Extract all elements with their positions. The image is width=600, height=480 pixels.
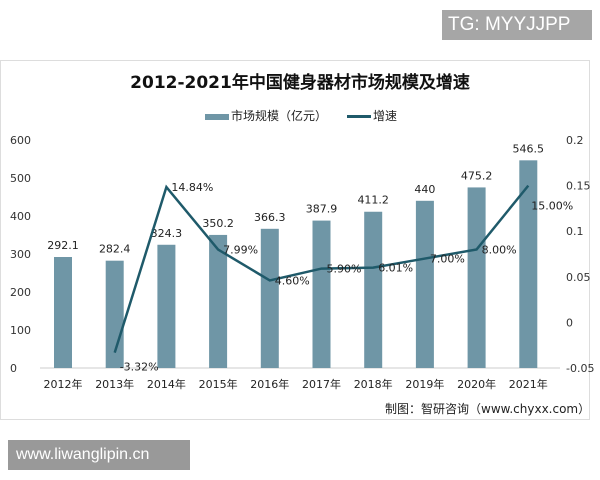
x-tick-label: 2021年 <box>509 377 548 391</box>
bar-label: 282.4 <box>99 243 131 256</box>
legend-bar-label: 市场规模（亿元） <box>231 109 328 123</box>
bar-label: 324.3 <box>151 227 183 240</box>
right-tick-label: 0.15 <box>566 180 591 193</box>
bar-label: 546.5 <box>513 142 545 155</box>
x-tick-label: 2020年 <box>457 377 496 391</box>
bar <box>364 211 383 368</box>
left-tick-label: 500 <box>10 172 31 185</box>
x-tick-label: 2017年 <box>302 377 341 391</box>
bar-label: 411.2 <box>357 194 389 207</box>
line-label: 6.01% <box>378 262 413 275</box>
x-tick-label: 2013年 <box>95 377 134 391</box>
bar <box>467 187 486 368</box>
line-label: 5.90% <box>327 263 362 276</box>
left-tick-label: 300 <box>10 248 31 261</box>
left-tick-label: 200 <box>10 286 31 299</box>
x-tick-label: 2019年 <box>405 377 444 391</box>
left-tick-label: 600 <box>10 134 31 147</box>
line-label: 7.99% <box>223 244 258 257</box>
bar-label: 387.9 <box>306 203 338 216</box>
bar-label: 292.1 <box>47 239 79 252</box>
bar-label: 350.2 <box>202 217 234 230</box>
left-tick-label: 100 <box>10 324 31 337</box>
bar <box>519 160 538 368</box>
line-label: 7.00% <box>430 253 465 266</box>
line-label: 4.60% <box>275 274 310 287</box>
line-label: -3.32% <box>120 361 159 374</box>
x-tick-label: 2012年 <box>44 377 83 391</box>
bar <box>312 220 331 368</box>
right-tick-label: 0 <box>566 316 573 329</box>
line-label: 14.84% <box>171 181 213 194</box>
x-tick-label: 2018年 <box>354 377 393 391</box>
bar-label: 475.2 <box>461 169 493 182</box>
bar <box>260 228 279 368</box>
tg-watermark: TG: MYYJJPP <box>442 10 592 40</box>
source-note: 制图：智研咨询（www.chyxx.com） <box>385 402 591 416</box>
right-tick-label: -0.05 <box>566 362 594 375</box>
line-label: 15.00% <box>531 200 573 213</box>
left-tick-label: 400 <box>10 210 31 223</box>
legend-bar-swatch <box>205 113 229 120</box>
right-tick-label: 0.1 <box>566 225 584 238</box>
bar <box>209 234 228 368</box>
bar-label: 366.3 <box>254 211 286 224</box>
line-label: 8.00% <box>482 243 517 256</box>
legend-line-label: 增速 <box>373 109 398 123</box>
bar <box>157 244 176 368</box>
legend-line: 增速 <box>347 107 397 124</box>
legend-bar: 市场规模（亿元） <box>205 107 327 124</box>
bar-label: 440 <box>414 183 435 196</box>
legend: 市场规模（亿元） 增速 <box>205 107 397 124</box>
chart-frame <box>0 60 590 420</box>
right-tick-label: 0.2 <box>566 134 584 147</box>
bar <box>415 200 434 368</box>
x-tick-label: 2014年 <box>147 377 186 391</box>
legend-line-swatch <box>347 115 372 118</box>
chart-title: 2012-2021年中国健身器材市场规模及增速 <box>130 73 470 93</box>
x-tick-label: 2015年 <box>199 377 238 391</box>
x-tick-label: 2016年 <box>250 377 289 391</box>
right-tick-label: 0.05 <box>566 271 591 284</box>
growth-line <box>113 184 530 354</box>
site-watermark: www.liwanglipin.cn <box>8 440 190 470</box>
bar <box>54 257 72 368</box>
left-tick-label: 0 <box>10 362 17 375</box>
